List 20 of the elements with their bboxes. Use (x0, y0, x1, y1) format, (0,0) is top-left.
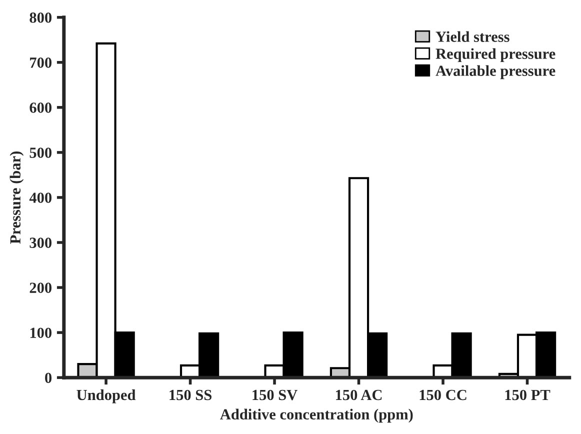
y-tick-label: 300 (30, 238, 52, 248)
y-tick-label: 800 (30, 12, 52, 23)
y-tick-label: 500 (30, 148, 52, 158)
y-tick-label: 100 (30, 328, 52, 338)
x-tick-label: 150 PT (505, 390, 550, 400)
x-tick-label: Undoped (76, 389, 136, 404)
x-tick-label: 150 AC (336, 390, 382, 400)
x-axis-title: Additive concentration (ppm) (220, 408, 413, 423)
y-tick-label: 700 (30, 58, 52, 68)
y-tick-label: 600 (30, 102, 52, 113)
x-tick-label: 150 SV (252, 390, 298, 400)
legend-label: Available pressure (436, 65, 556, 80)
legend-label: Yield stress (436, 31, 510, 42)
y-axis-title: Pressure (bar) (10, 152, 24, 244)
x-tick-label: 150 CC (420, 390, 466, 400)
y-tick-label: 400 (29, 192, 52, 203)
y-tick-label: 200 (30, 282, 52, 293)
y-tick-label: 0 (45, 372, 52, 384)
legend-label: Required pressure (436, 48, 556, 62)
x-tick-label: 150 SS (170, 390, 212, 400)
